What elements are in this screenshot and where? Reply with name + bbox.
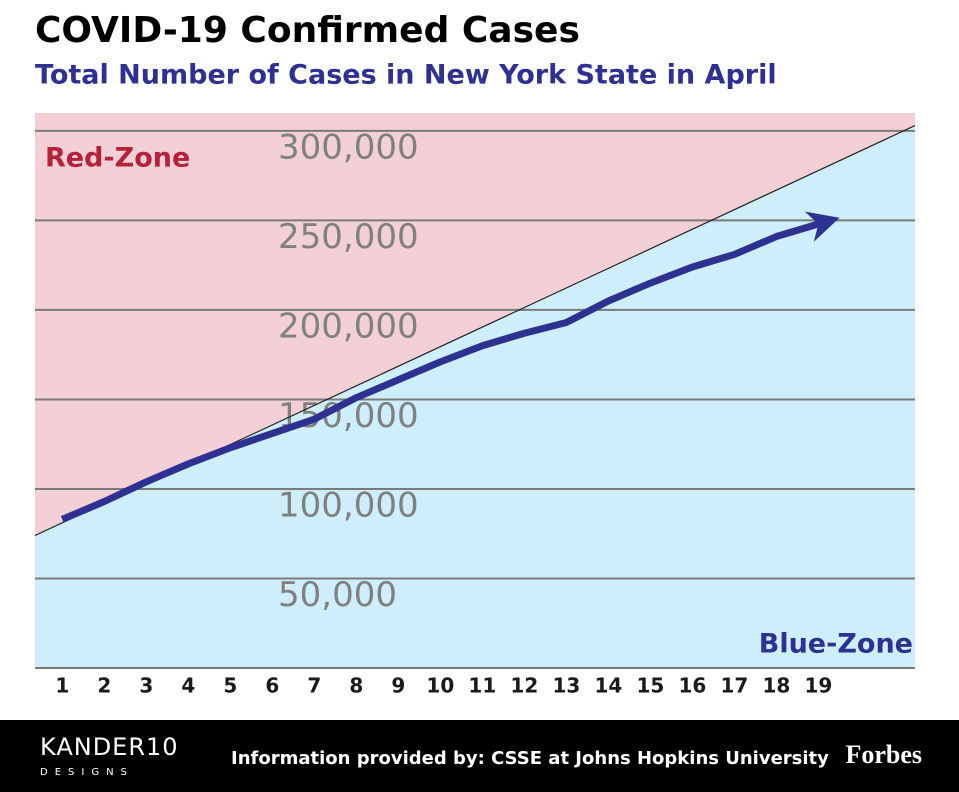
source-note: Information provided by: CSSE at Johns H… [231, 748, 829, 769]
x-tick-label: 2 [97, 674, 111, 698]
x-tick-label: 15 [636, 674, 664, 698]
y-tick-label: 300,000 [278, 127, 419, 167]
zone-label: Red-Zone [45, 143, 190, 174]
brand-logo: Forbes [845, 740, 922, 769]
x-tick-label: 10 [426, 674, 454, 698]
chart-title: COVID-19 Confirmed Cases [35, 10, 580, 51]
designer-logo: KANDER10 [40, 733, 179, 761]
x-tick-label: 9 [391, 674, 405, 698]
x-tick-label: 14 [594, 674, 622, 698]
x-tick-label: 13 [552, 674, 580, 698]
y-tick-label: 50,000 [278, 575, 397, 615]
x-tick-label: 17 [720, 674, 748, 698]
x-tick-label: 8 [349, 674, 363, 698]
x-tick-label: 6 [265, 674, 279, 698]
x-tick-label: 18 [762, 674, 790, 698]
data-line [60, 211, 840, 523]
x-tick-label: 12 [510, 674, 538, 698]
chart-subtitle: Total Number of Cases in New York State … [35, 60, 777, 91]
x-tick-label: 7 [307, 674, 321, 698]
y-tick-label: 100,000 [278, 485, 419, 525]
designer-sub: DESIGNS [40, 767, 134, 778]
x-tick-label: 1 [55, 674, 69, 698]
plot-area: 50,000100,000150,000200,000250,000300,00… [34, 113, 916, 698]
x-tick-label: 16 [678, 674, 706, 698]
x-tick-label: 5 [223, 674, 237, 698]
y-tick-label: 200,000 [278, 306, 419, 346]
x-tick-label: 11 [468, 674, 496, 698]
footer-bar [0, 720, 959, 792]
zone-label: Blue-Zone [759, 629, 913, 660]
x-tick-label: 4 [181, 674, 195, 698]
blue-zone [35, 125, 915, 669]
x-tick-label: 19 [804, 674, 832, 698]
x-tick-label: 3 [139, 674, 153, 698]
y-tick-label: 250,000 [278, 217, 419, 257]
